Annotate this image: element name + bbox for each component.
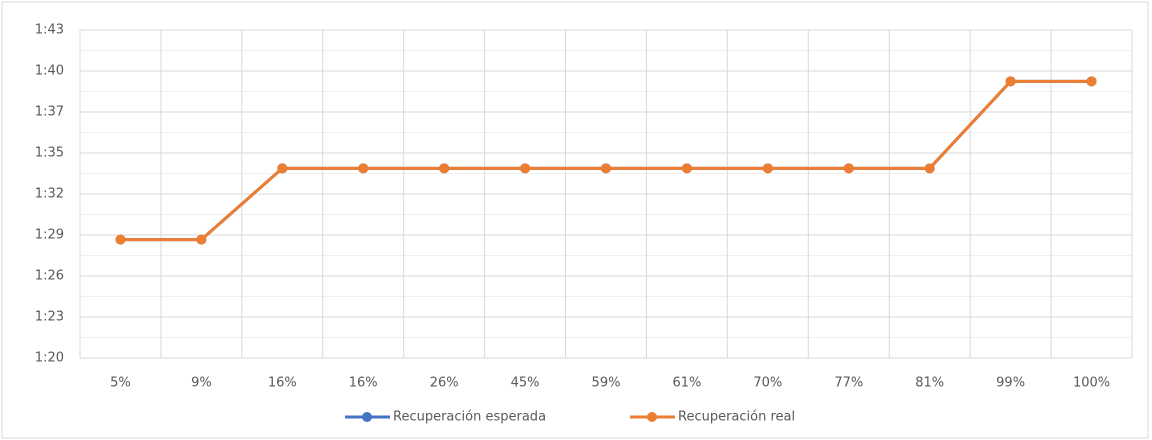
x-tick-label: 26% — [430, 376, 459, 391]
legend-marker — [647, 412, 657, 422]
series-marker — [277, 163, 288, 174]
x-tick-label: 9% — [191, 376, 212, 391]
series-marker — [358, 163, 369, 174]
x-tick-label: 45% — [511, 376, 540, 391]
x-tick-label: 16% — [268, 376, 297, 391]
y-tick-label: 1:37 — [35, 105, 64, 120]
series-marker — [1086, 76, 1097, 87]
series-marker — [924, 163, 935, 174]
x-tick-label: 61% — [672, 376, 701, 391]
y-tick-label: 1:29 — [35, 228, 64, 243]
x-tick-label: 81% — [915, 376, 944, 391]
x-tick-label: 5% — [110, 376, 131, 391]
legend-label: Recuperación real — [678, 410, 795, 425]
y-tick-label: 1:32 — [35, 187, 64, 202]
series-marker — [520, 163, 531, 174]
series-marker — [115, 234, 126, 245]
x-tick-label: 77% — [834, 376, 863, 391]
legend-label: Recuperación esperada — [393, 410, 546, 425]
y-tick-label: 1:26 — [35, 269, 64, 284]
series-marker — [439, 163, 450, 174]
y-tick-label: 1:35 — [35, 146, 64, 161]
legend-marker — [362, 412, 372, 422]
y-tick-label: 1:43 — [35, 23, 64, 38]
x-tick-label: 16% — [349, 376, 378, 391]
series-marker — [843, 163, 854, 174]
y-tick-label: 1:20 — [35, 351, 64, 366]
series-marker — [601, 163, 611, 174]
x-tick-label: 99% — [996, 376, 1025, 391]
series-marker — [196, 234, 207, 245]
x-tick-label: 59% — [592, 376, 621, 391]
series-marker — [762, 163, 773, 174]
x-tick-label: 70% — [753, 376, 782, 391]
y-tick-label: 1:40 — [35, 64, 64, 79]
series-marker — [1005, 76, 1016, 87]
x-tick-label: 100% — [1073, 376, 1110, 391]
y-tick-label: 1:23 — [35, 310, 64, 325]
series-marker — [681, 163, 692, 174]
